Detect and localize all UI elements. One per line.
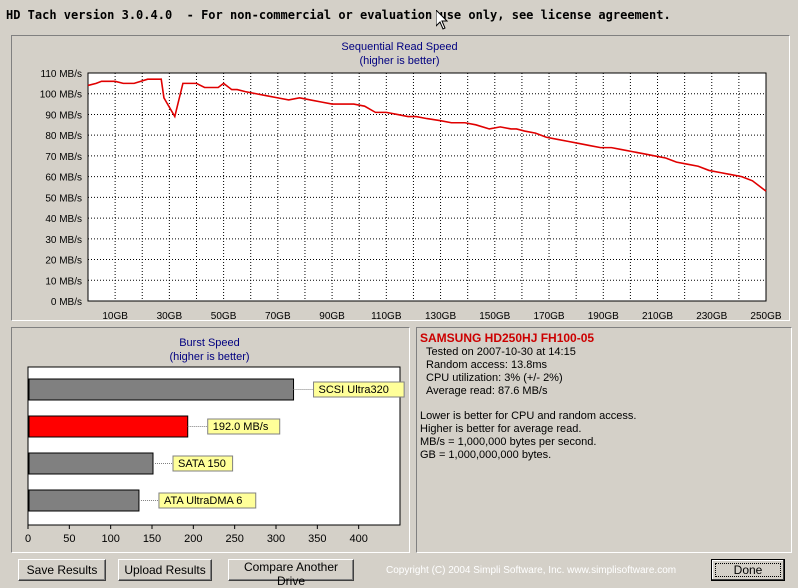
mouse-cursor-icon bbox=[436, 10, 448, 30]
done-button[interactable]: Done bbox=[711, 559, 785, 581]
burst-label-box bbox=[207, 418, 281, 435]
burst-label-box bbox=[313, 381, 405, 398]
drive-name: SAMSUNG HD250HJ FH100-05 bbox=[420, 331, 595, 345]
seq-y-tick-label: 100 MB/s bbox=[40, 90, 82, 101]
burst-x-tick-label: 400 bbox=[349, 533, 367, 545]
seq-y-tick-label: 40 MB/s bbox=[45, 214, 82, 225]
seq-y-tick-label: 10 MB/s bbox=[45, 276, 82, 287]
seq-x-tick-label: 250GB bbox=[750, 311, 781, 322]
compare-drive-label: Compare Another Drive bbox=[243, 560, 339, 588]
upload-results-button[interactable]: Upload Results bbox=[118, 559, 212, 581]
focus-rect bbox=[715, 563, 781, 577]
seq-y-tick-label: 50 MB/s bbox=[45, 193, 82, 204]
seq-y-tick-label: 80 MB/s bbox=[45, 131, 82, 142]
burst-bar bbox=[28, 489, 140, 512]
burst-bar-label: SATA 150 bbox=[178, 458, 226, 470]
burst-bar-label: 192.0 MB/s bbox=[213, 421, 269, 433]
note-higher-better: Higher is better for average read. bbox=[420, 423, 582, 435]
window-title: HD Tach version 3.0.4.0 - For non-commer… bbox=[6, 8, 671, 22]
cpu-utilization: CPU utilization: 3% (+/- 2%) bbox=[426, 372, 563, 384]
sequential-read-chart: 0 MB/s 10 MB/s 20 MB/s 30 MB/s 40 MB/s 50 MB/… bbox=[40, 69, 782, 322]
title-bar: HD Tach version 3.0.4.0 - For non-commer… bbox=[0, 0, 798, 30]
random-access: Random access: 13.8ms bbox=[426, 359, 548, 371]
note-mbs-definition: MB/s = 1,000,000 bytes per second. bbox=[420, 436, 597, 448]
burst-title: Burst Speed bbox=[179, 337, 240, 349]
seq-x-tick-label: 150GB bbox=[479, 311, 510, 322]
seq-x-tick-label: 30GB bbox=[157, 311, 183, 322]
burst-bar bbox=[28, 415, 189, 438]
burst-x-tick-label: 350 bbox=[308, 533, 326, 545]
burst-label-box bbox=[158, 492, 257, 509]
upload-results-label: Upload Results bbox=[124, 563, 206, 577]
note-lower-better: Lower is better for CPU and random acces… bbox=[420, 410, 637, 422]
average-read: Average read: 87.6 MB/s bbox=[426, 385, 548, 397]
seq-x-tick-label: 190GB bbox=[588, 311, 619, 322]
burst-x-tick-label: 100 bbox=[101, 533, 119, 545]
burst-x-tick-label: 50 bbox=[63, 533, 75, 545]
note-gb-definition: GB = 1,000,000,000 bytes. bbox=[420, 449, 552, 461]
seq-x-tick-label: 50GB bbox=[211, 311, 237, 322]
burst-subtitle: (higher is better) bbox=[169, 351, 250, 363]
compare-drive-button[interactable]: Compare Another Drive bbox=[228, 559, 354, 588]
drive-info-panel: SAMSUNG HD250HJ FH100-05 Tested on 2007-… bbox=[416, 327, 792, 553]
seq-y-tick-label: 90 MB/s bbox=[45, 110, 82, 121]
seq-y-tick-label: 0 MB/s bbox=[51, 297, 82, 308]
burst-bar bbox=[28, 452, 154, 475]
seq-x-tick-label: 210GB bbox=[642, 311, 673, 322]
burst-x-tick-label: 250 bbox=[225, 533, 243, 545]
sequential-subtitle: (higher is better) bbox=[359, 55, 440, 67]
burst-x-tick-label: 0 bbox=[25, 533, 31, 545]
burst-x-tick-label: 200 bbox=[184, 533, 202, 545]
seq-x-tick-label: 110GB bbox=[371, 311, 402, 322]
seq-y-tick-label: 60 MB/s bbox=[45, 173, 82, 184]
seq-x-tick-label: 230GB bbox=[696, 311, 727, 322]
seq-y-tick-label: 70 MB/s bbox=[45, 152, 82, 163]
seq-x-tick-label: 70GB bbox=[265, 311, 291, 322]
burst-bar-label: ATA UltraDMA 6 bbox=[164, 495, 242, 507]
burst-speed-chart: SCSI Ultra320 192.0 MB/s SATA 150 ATA Ultra… bbox=[25, 366, 405, 545]
burst-bar bbox=[28, 378, 295, 401]
seq-plot-area bbox=[87, 72, 767, 302]
burst-label-box bbox=[172, 455, 234, 472]
sequential-title: Sequential Read Speed bbox=[341, 41, 458, 53]
burst-x-tick-label: 150 bbox=[143, 533, 161, 545]
seq-x-tick-label: 10GB bbox=[102, 311, 128, 322]
seq-x-tick-label: 170GB bbox=[533, 311, 564, 322]
save-results-button[interactable]: Save Results bbox=[18, 559, 106, 581]
done-label: Done bbox=[733, 563, 763, 577]
seq-y-tick-label: 30 MB/s bbox=[45, 235, 82, 246]
burst-x-tick-label: 300 bbox=[267, 533, 285, 545]
seq-y-tick-label: 20 MB/s bbox=[45, 256, 82, 267]
save-results-label: Save Results bbox=[26, 563, 98, 577]
burst-bar-label: SCSI Ultra320 bbox=[319, 384, 389, 396]
seq-x-tick-label: 90GB bbox=[319, 311, 345, 322]
copyright-text: Copyright (C) 2004 Simpli Software, Inc.… bbox=[386, 565, 677, 576]
seq-y-tick-label: 110 MB/s bbox=[41, 69, 83, 80]
tested-date: Tested on 2007-10-30 at 14:15 bbox=[426, 346, 576, 358]
seq-x-tick-label: 130GB bbox=[425, 311, 456, 322]
seq-read-line bbox=[87, 78, 767, 192]
